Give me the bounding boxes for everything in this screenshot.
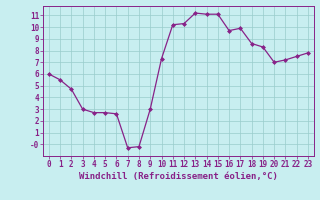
X-axis label: Windchill (Refroidissement éolien,°C): Windchill (Refroidissement éolien,°C) xyxy=(79,172,278,181)
